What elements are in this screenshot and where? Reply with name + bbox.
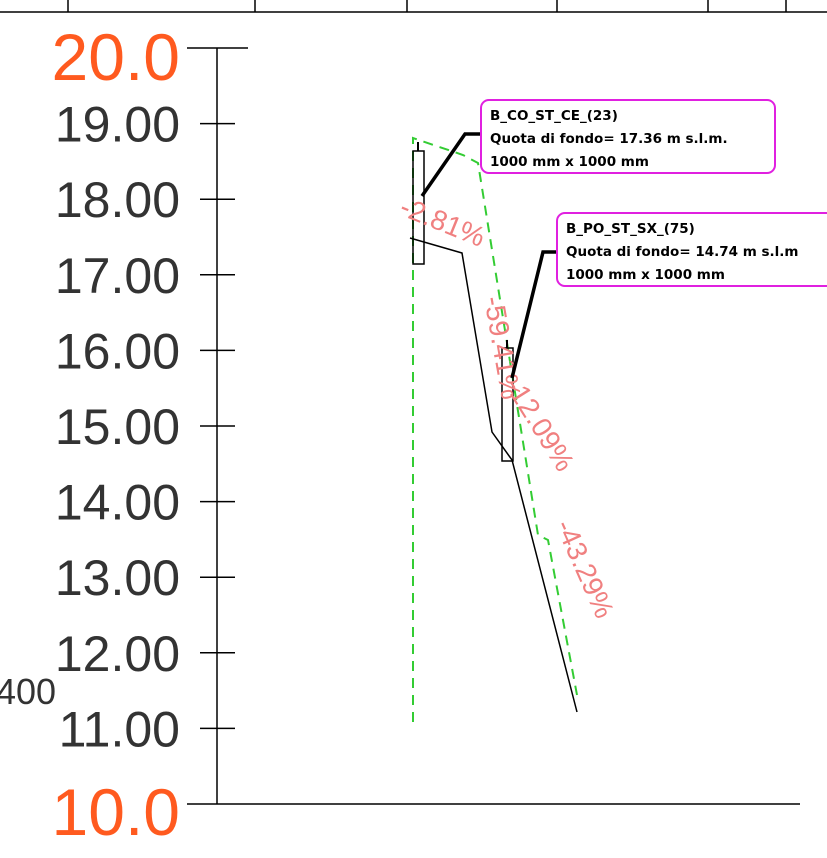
callout-75-size: 1000 mm x 1000 mm xyxy=(566,267,725,283)
scale-tick-label: 18.00 xyxy=(55,172,180,228)
scale-tick-labels: 19.00 18.00 17.00 16.00 15.00 14.00 13.00 12.00… xyxy=(55,97,180,758)
callout-23: B_CO_ST_CE_(23) Quota di fondo= 17.36 m … xyxy=(480,99,776,174)
scale-ticks xyxy=(200,122,235,730)
callout-23-title: B_CO_ST_CE_(23) xyxy=(490,108,618,124)
scale-tick-label: 14.00 xyxy=(55,475,180,531)
scale-tick-label: 13.00 xyxy=(55,550,180,606)
scale-tick-label: 15.00 xyxy=(55,399,180,455)
svg-text:-2.81%: -2.81% xyxy=(396,191,490,253)
scale-tick-label: 11.00 xyxy=(59,701,180,757)
callout-75: B_PO_ST_SX_(75) Quota di fondo= 14.74 m … xyxy=(556,212,827,287)
slope-label-1: -2.81% xyxy=(396,191,490,253)
callout-leader-23 xyxy=(420,132,482,197)
scale-top-label: 20.0 xyxy=(52,20,180,94)
callout-75-border xyxy=(556,212,827,287)
pipe-invert-line xyxy=(409,237,578,713)
callout-75-depth: Quota di fondo= 14.74 m s.l.m xyxy=(566,244,798,260)
terrain-dashed-line xyxy=(412,136,578,722)
callout-23-depth: Quota di fondo= 17.36 m s.l.m. xyxy=(490,131,728,147)
scale-side-label: 400 xyxy=(0,671,56,712)
callout-75-title: B_PO_ST_SX_(75) xyxy=(566,221,695,237)
scale-bottom-label: 10.0 xyxy=(52,775,180,849)
callout-23-size: 1000 mm x 1000 mm xyxy=(490,154,649,170)
callout-leader-75 xyxy=(510,250,557,379)
callout-23-border xyxy=(480,99,776,174)
scale-tick-label: 12.00 xyxy=(55,626,180,682)
scale-tick-label: 17.00 xyxy=(55,248,180,304)
scale-tick-label: 16.00 xyxy=(55,323,180,379)
scale-tick-label: 19.00 xyxy=(55,97,180,153)
